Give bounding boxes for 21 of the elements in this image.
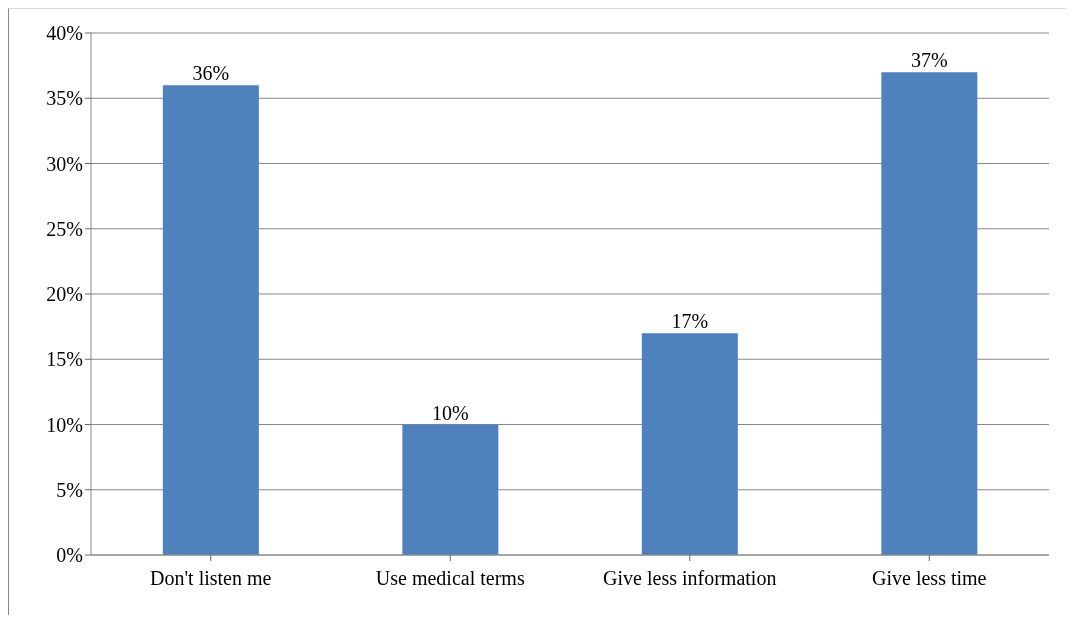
y-tick-label: 20% [46, 283, 83, 306]
bar [641, 333, 738, 555]
y-tick-label: 10% [46, 413, 83, 436]
x-tick-label: Give less time [872, 567, 987, 590]
y-tick-label: 35% [46, 87, 83, 110]
x-tick-label: Use medical terms [375, 567, 525, 590]
bar [881, 72, 978, 555]
y-tick-label: 25% [46, 217, 83, 240]
bar [162, 85, 259, 555]
bar [402, 424, 499, 555]
data-label: 10% [432, 401, 469, 424]
y-tick-label: 15% [46, 348, 83, 371]
y-tick-label: 30% [46, 152, 83, 175]
y-tick-label: 5% [56, 478, 83, 501]
x-tick-label: Give less information [603, 567, 777, 590]
y-tick-label: 40% [46, 22, 83, 45]
y-tick-label: 0% [56, 544, 83, 567]
data-label: 37% [911, 49, 948, 72]
data-label: 17% [671, 310, 709, 333]
x-tick-label: Don't listen me [150, 567, 272, 590]
data-label: 36% [192, 62, 230, 85]
